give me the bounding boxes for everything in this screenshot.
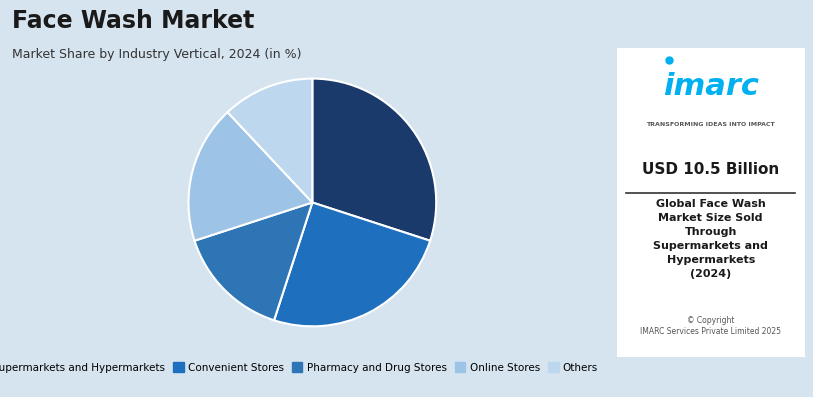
Text: imarc: imarc (663, 72, 759, 101)
Wedge shape (274, 202, 430, 326)
Text: Face Wash Market: Face Wash Market (12, 9, 254, 33)
FancyBboxPatch shape (616, 48, 805, 357)
Wedge shape (189, 112, 312, 241)
Wedge shape (194, 202, 312, 320)
Text: © Copyright
IMARC Services Private Limited 2025: © Copyright IMARC Services Private Limit… (640, 316, 781, 335)
Text: TRANSFORMING IDEAS INTO IMPACT: TRANSFORMING IDEAS INTO IMPACT (646, 122, 775, 127)
Wedge shape (312, 79, 437, 241)
Legend: Supermarkets and Hypermarkets, Convenient Stores, Pharmacy and Drug Stores, Onli: Supermarkets and Hypermarkets, Convenien… (0, 358, 602, 377)
Wedge shape (228, 79, 312, 202)
Text: Market Share by Industry Vertical, 2024 (in %): Market Share by Industry Vertical, 2024 … (12, 48, 302, 61)
Text: USD 10.5 Billion: USD 10.5 Billion (642, 162, 780, 177)
Text: Global Face Wash
Market Size Sold
Through
Supermarkets and
Hypermarkets
(2024): Global Face Wash Market Size Sold Throug… (654, 199, 768, 279)
